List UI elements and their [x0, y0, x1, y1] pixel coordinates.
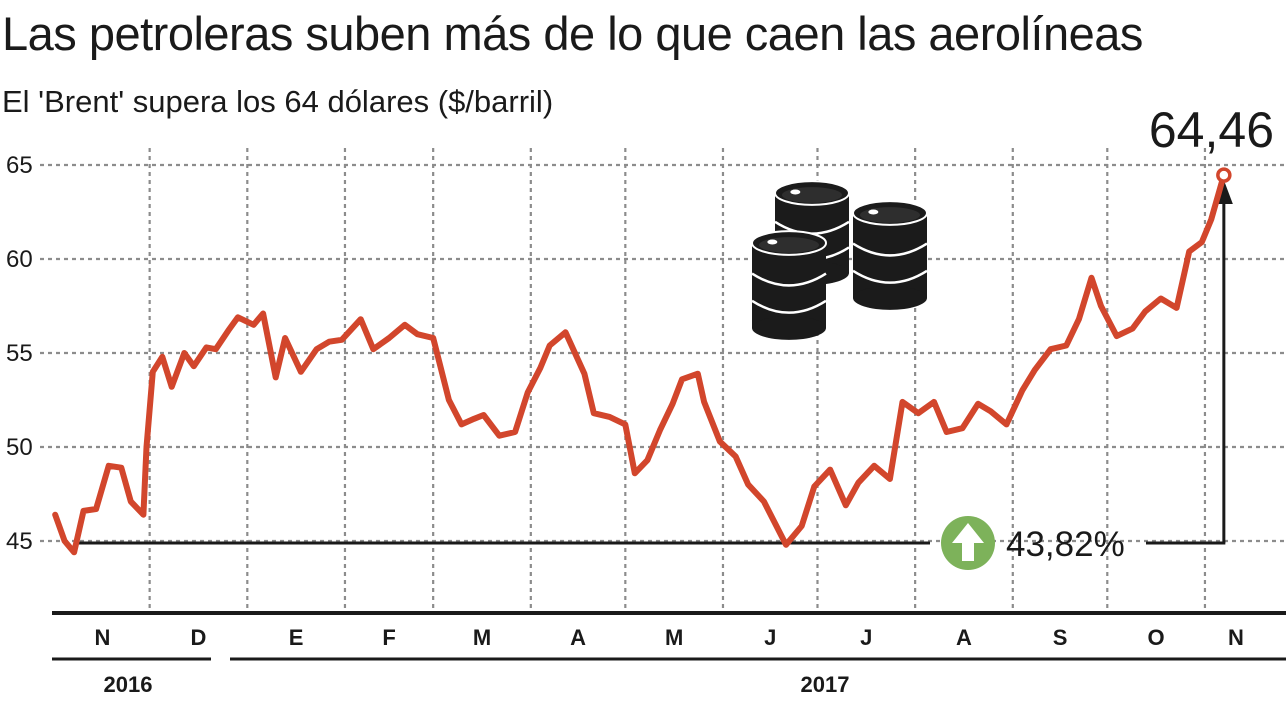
x-month-label: S: [1053, 625, 1068, 650]
x-month-label: N: [94, 625, 110, 650]
change-percent-label: 43,82%: [1006, 525, 1125, 564]
x-month-label: F: [382, 625, 395, 650]
x-month-label: A: [956, 625, 972, 650]
chart-subtitle: El 'Brent' supera los 64 dólares ($/barr…: [2, 84, 554, 119]
barrel-icon: [751, 230, 827, 340]
grid: [40, 148, 1284, 613]
x-month-label: A: [570, 625, 586, 650]
x-month-label: J: [860, 625, 872, 650]
x-month-label: D: [191, 625, 207, 650]
chart-title: Las petroleras suben más de lo que caen …: [2, 7, 1143, 60]
y-tick-label: 45: [6, 528, 33, 555]
year-label-2016: 2016: [104, 672, 153, 697]
y-tick-label: 65: [6, 152, 33, 179]
x-month-label: J: [764, 625, 776, 650]
x-month-label: M: [665, 625, 683, 650]
series-layer: [52, 167, 1232, 556]
y-tick-label: 55: [6, 340, 33, 367]
axes: 45 50 55 60 65 N D E F M A M J J A S O N 2016 2017: [6, 152, 1286, 697]
x-month-label: E: [289, 625, 304, 650]
x-month-label: M: [473, 625, 491, 650]
series-line-brent: [52, 172, 1227, 556]
year-label-2017: 2017: [801, 672, 850, 697]
x-month-label: O: [1148, 625, 1165, 650]
annotations: 64,46 43,82%: [74, 102, 1274, 570]
x-month-label: N: [1228, 625, 1244, 650]
y-tick-label: 60: [6, 246, 33, 273]
up-arrow-glyph: [952, 523, 984, 561]
barrel-icon: [852, 200, 928, 310]
y-tick-label: 50: [6, 434, 33, 461]
oil-barrels-icon: [751, 180, 928, 340]
last-value-label: 64,46: [1149, 102, 1274, 158]
last-point-marker: [1216, 167, 1232, 183]
